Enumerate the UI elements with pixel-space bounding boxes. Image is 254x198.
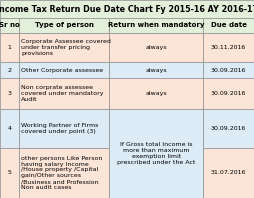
Text: 30.09.2016: 30.09.2016 [211, 126, 246, 131]
Text: always: always [145, 68, 167, 73]
Bar [19, 62, 109, 78]
Bar [203, 78, 254, 109]
Text: 2: 2 [8, 68, 11, 73]
Text: 3: 3 [8, 91, 11, 96]
Text: Due date: Due date [211, 22, 247, 29]
Text: 1: 1 [8, 45, 11, 50]
Bar [0, 78, 19, 109]
Bar [203, 148, 254, 198]
Text: other persons Like Person
having salary Income
/House property /Capital
gain/Oth: other persons Like Person having salary … [21, 156, 102, 190]
Text: 30.11.2016: 30.11.2016 [211, 45, 246, 50]
Text: always: always [145, 91, 167, 96]
Bar [0, 109, 19, 148]
Bar [109, 33, 203, 62]
Bar [109, 78, 203, 109]
Bar [203, 109, 254, 148]
Bar [19, 148, 109, 198]
Bar [109, 62, 203, 78]
Bar [19, 33, 109, 62]
Text: Working Partner of Firms
covered under point (3): Working Partner of Firms covered under p… [21, 123, 99, 134]
Bar [0, 148, 19, 198]
Bar [203, 18, 254, 33]
Bar [19, 18, 109, 33]
Bar [0, 18, 19, 33]
Text: Return when mandatory: Return when mandatory [108, 22, 204, 29]
Text: Non corprate assessee
covered under mandatory
Audit: Non corprate assessee covered under mand… [21, 85, 104, 102]
Bar [109, 109, 203, 198]
Text: Sr no: Sr no [0, 22, 20, 29]
Text: 4: 4 [8, 126, 11, 131]
Text: 30.09.2016: 30.09.2016 [211, 91, 246, 96]
Text: Corporate Assessee covered
under transfer pricing
provisions: Corporate Assessee covered under transfe… [21, 39, 111, 56]
Bar [0, 33, 19, 62]
Bar [109, 109, 203, 148]
Text: 31.07.2016: 31.07.2016 [211, 170, 246, 175]
Bar [203, 33, 254, 62]
Bar [19, 78, 109, 109]
Bar [19, 109, 109, 148]
Bar [0, 0, 254, 18]
Bar [203, 62, 254, 78]
Bar [109, 18, 203, 33]
Text: 5: 5 [8, 170, 11, 175]
Text: 30.09.2016: 30.09.2016 [211, 68, 246, 73]
Bar [0, 62, 19, 78]
Text: always: always [145, 45, 167, 50]
Text: If Gross total Income is
more than maximum
exemption limit
prescribed under the : If Gross total Income is more than maxim… [117, 142, 195, 165]
Text: Type of person: Type of person [35, 22, 93, 29]
Text: Income Tax Return Due Date Chart Fy 2015-16 AY 2016-17: Income Tax Return Due Date Chart Fy 2015… [0, 5, 254, 13]
Text: Other Corporate assessee: Other Corporate assessee [21, 68, 103, 73]
